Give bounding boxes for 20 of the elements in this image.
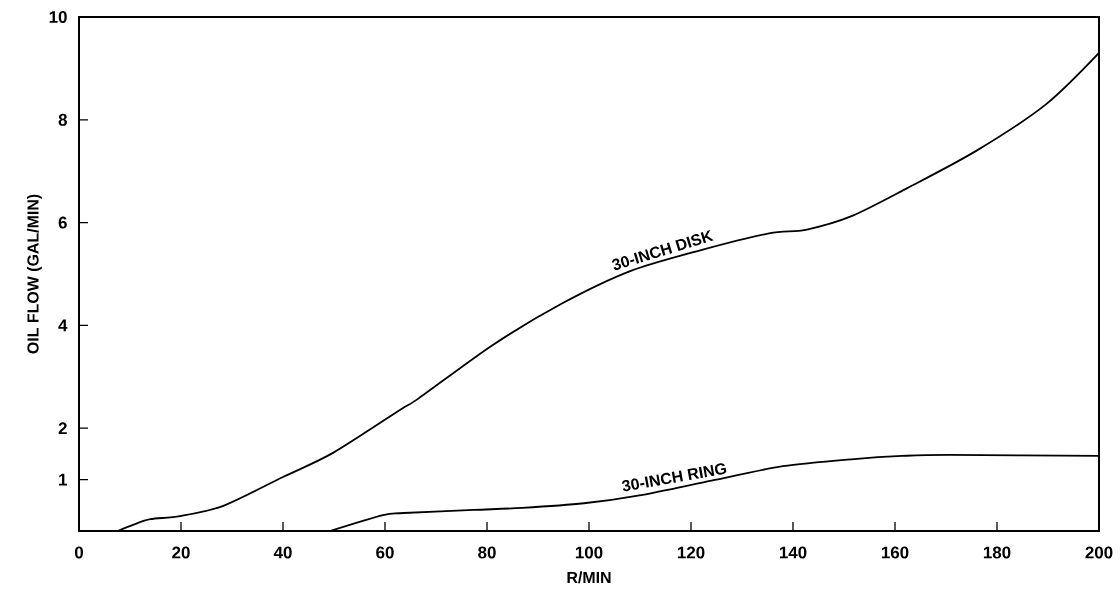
x-tick-label: 20 (172, 546, 190, 559)
x-axis-title: R/MIN (567, 571, 611, 584)
x-tick-label: 80 (478, 546, 496, 559)
y-tick-label: 2 (58, 422, 67, 435)
x-tick-label: 140 (779, 546, 807, 559)
x-tick-label: 0 (74, 546, 84, 559)
x-tick-label: 200 (1085, 546, 1113, 559)
x-tick-label: 60 (376, 546, 394, 559)
x-tick-label: 180 (983, 546, 1011, 559)
y-tick-label: 8 (58, 113, 67, 126)
y-tick-label: 4 (58, 319, 68, 332)
y-tick-label: 1 (59, 473, 68, 486)
x-tick-label: 120 (677, 546, 705, 559)
x-tick-label: 160 (881, 546, 909, 559)
y-tick-label: 10 (49, 11, 67, 23)
text: 30-INCH RING (622, 463, 727, 492)
y-axis-title: OIL FLOW (GAL/MIN) (26, 194, 42, 354)
y-tick-label: 6 (58, 216, 67, 229)
x-tick-label: 40 (273, 546, 292, 559)
x-tick-label: 100 (575, 546, 603, 559)
